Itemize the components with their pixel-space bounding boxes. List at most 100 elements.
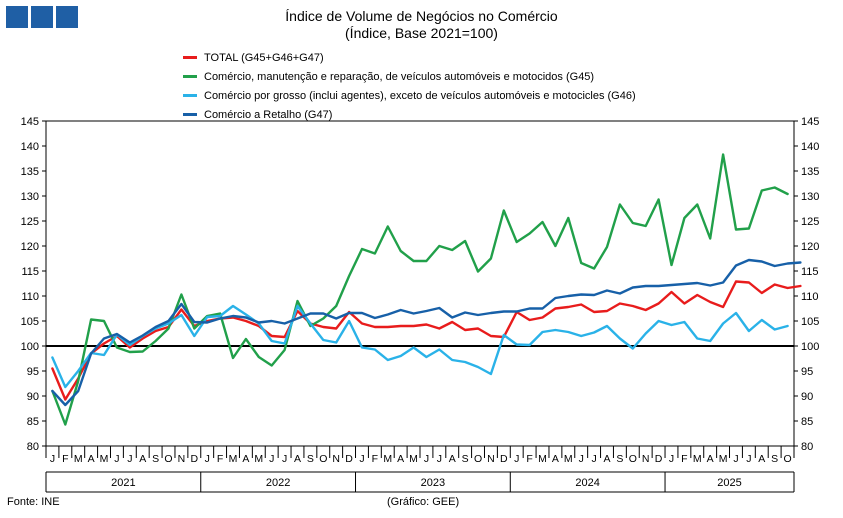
- series-line-2: [51, 153, 789, 426]
- x-tick-label: O: [474, 453, 482, 465]
- x-tick-label: O: [164, 453, 172, 465]
- x-tick-label: M: [693, 453, 702, 465]
- y-tick-label: 120: [21, 241, 39, 253]
- y-tick-label: 80: [27, 441, 39, 453]
- x-tick-label: J: [269, 453, 274, 465]
- y2-tick-label: 130: [801, 191, 819, 203]
- legend-swatch: [183, 56, 197, 59]
- x-tick-label: J: [424, 453, 429, 465]
- legend-item: Comércio, manutenção e reparação, de veí…: [183, 67, 636, 86]
- y-tick-label: 105: [21, 316, 39, 328]
- x-tick-label: O: [629, 453, 637, 465]
- legend-label: Comércio, manutenção e reparação, de veí…: [204, 70, 595, 83]
- source-note: Fonte: INE: [7, 496, 60, 508]
- x-tick-label: M: [538, 453, 547, 465]
- series-line-4: [51, 258, 802, 407]
- year-label: 2025: [717, 477, 741, 489]
- y-tick-label: 95: [27, 366, 39, 378]
- x-tick-label: N: [332, 453, 340, 465]
- legend-swatch: [183, 94, 197, 97]
- x-tick-label: M: [229, 453, 238, 465]
- chart-title: Índice de Volume de Negócios no Comércio: [285, 8, 558, 24]
- x-tick-label: S: [616, 453, 623, 465]
- legend-swatch: [183, 113, 197, 116]
- y-tick-label: 115: [21, 266, 39, 278]
- legend-item: TOTAL (G45+G46+G47): [183, 48, 636, 67]
- x-tick-label: J: [50, 453, 55, 465]
- series-line-1: [51, 280, 802, 401]
- x-tick-label: M: [74, 453, 83, 465]
- x-tick-label: M: [254, 453, 263, 465]
- x-tick-label: M: [409, 453, 418, 465]
- x-tick-label: S: [771, 453, 778, 465]
- series-line-3: [51, 304, 789, 389]
- x-tick-label: M: [383, 453, 392, 465]
- y2-tick-label: 105: [801, 316, 819, 328]
- x-tick-label: A: [88, 453, 95, 465]
- legend-swatch: [183, 75, 197, 78]
- x-tick-label: D: [655, 453, 663, 465]
- x-tick-label: J: [746, 453, 751, 465]
- x-tick-label: A: [242, 453, 249, 465]
- x-tick-label: O: [319, 453, 327, 465]
- x-tick-label: F: [681, 453, 687, 465]
- year-label: 2021: [111, 477, 135, 489]
- x-tick-label: M: [719, 453, 728, 465]
- x-tick-label: A: [758, 453, 765, 465]
- y-tick-label: 135: [21, 166, 39, 178]
- year-label: 2023: [421, 477, 445, 489]
- y2-tick-label: 115: [801, 266, 819, 278]
- x-tick-label: S: [462, 453, 469, 465]
- x-tick-label: O: [783, 453, 791, 465]
- x-tick-label: M: [100, 453, 109, 465]
- y-tick-label: 130: [21, 191, 39, 203]
- y2-tick-label: 85: [801, 416, 813, 428]
- x-tick-label: A: [397, 453, 404, 465]
- y2-tick-label: 90: [801, 391, 813, 403]
- x-tick-label: F: [217, 453, 223, 465]
- x-tick-label: A: [294, 453, 301, 465]
- y-tick-label: 145: [21, 116, 39, 128]
- y-tick-label: 90: [27, 391, 39, 403]
- x-tick-label: J: [437, 453, 442, 465]
- x-tick-label: N: [642, 453, 650, 465]
- chart-credit: (Gráfico: GEE): [387, 496, 460, 508]
- x-tick-label: A: [603, 453, 610, 465]
- chart-title-block: Índice de Volume de Negócios no Comércio…: [0, 8, 843, 42]
- x-tick-label: J: [205, 453, 210, 465]
- year-label: 2022: [266, 477, 290, 489]
- legend-item: Comércio por grosso (inclui agentes), ex…: [183, 86, 636, 105]
- y-tick-label: 140: [21, 141, 39, 153]
- y-tick-label: 100: [21, 341, 39, 353]
- x-tick-label: A: [449, 453, 456, 465]
- legend-label: TOTAL (G45+G46+G47): [204, 51, 324, 64]
- x-tick-label: J: [114, 453, 119, 465]
- y2-tick-label: 145: [801, 116, 819, 128]
- x-tick-label: N: [178, 453, 186, 465]
- x-tick-label: S: [152, 453, 159, 465]
- y-tick-label: 125: [21, 216, 39, 228]
- x-tick-label: D: [345, 453, 353, 465]
- y2-tick-label: 125: [801, 216, 819, 228]
- x-tick-label: N: [487, 453, 495, 465]
- gee-logo: [6, 6, 78, 28]
- x-tick-label: D: [500, 453, 508, 465]
- y2-tick-label: 140: [801, 141, 819, 153]
- legend-item: Comércio a Retalho (G47): [183, 105, 636, 124]
- x-tick-label: D: [191, 453, 199, 465]
- x-tick-label: A: [707, 453, 714, 465]
- x-tick-label: F: [372, 453, 378, 465]
- legend-label: Comércio a Retalho (G47): [204, 108, 333, 121]
- x-tick-label: J: [579, 453, 584, 465]
- y2-tick-label: 110: [801, 291, 819, 303]
- x-tick-label: S: [307, 453, 314, 465]
- y2-tick-label: 135: [801, 166, 819, 178]
- x-tick-label: J: [591, 453, 596, 465]
- x-tick-label: F: [62, 453, 68, 465]
- x-tick-label: J: [514, 453, 519, 465]
- chart-subtitle: (Índice, Base 2021=100): [345, 25, 498, 41]
- y2-tick-label: 95: [801, 366, 813, 378]
- x-tick-label: J: [733, 453, 738, 465]
- x-tick-label: A: [139, 453, 146, 465]
